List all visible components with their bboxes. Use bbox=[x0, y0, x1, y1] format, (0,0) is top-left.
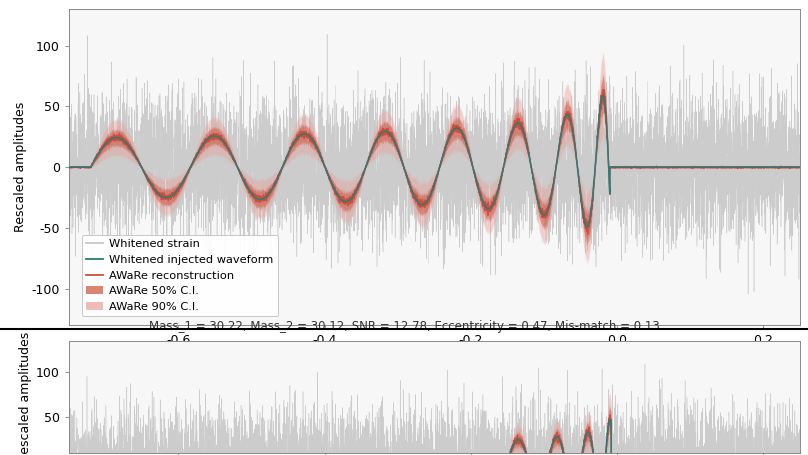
Y-axis label: Rescaled amplitudes: Rescaled amplitudes bbox=[19, 332, 32, 455]
Legend: Whitened strain, Whitened injected waveform, AWaRe reconstruction, AWaRe 50% C.I: Whitened strain, Whitened injected wavef… bbox=[82, 235, 278, 317]
Y-axis label: Rescaled amplitudes: Rescaled amplitudes bbox=[14, 102, 27, 233]
X-axis label: Time from merger (in secs): Time from merger (in secs) bbox=[340, 352, 528, 365]
Text: Mass_1 = 30.22, Mass_2 = 30.12, SNR = 12.78, Eccentricity = 0.47, Mis-match = 0.: Mass_1 = 30.22, Mass_2 = 30.12, SNR = 12… bbox=[149, 320, 659, 333]
